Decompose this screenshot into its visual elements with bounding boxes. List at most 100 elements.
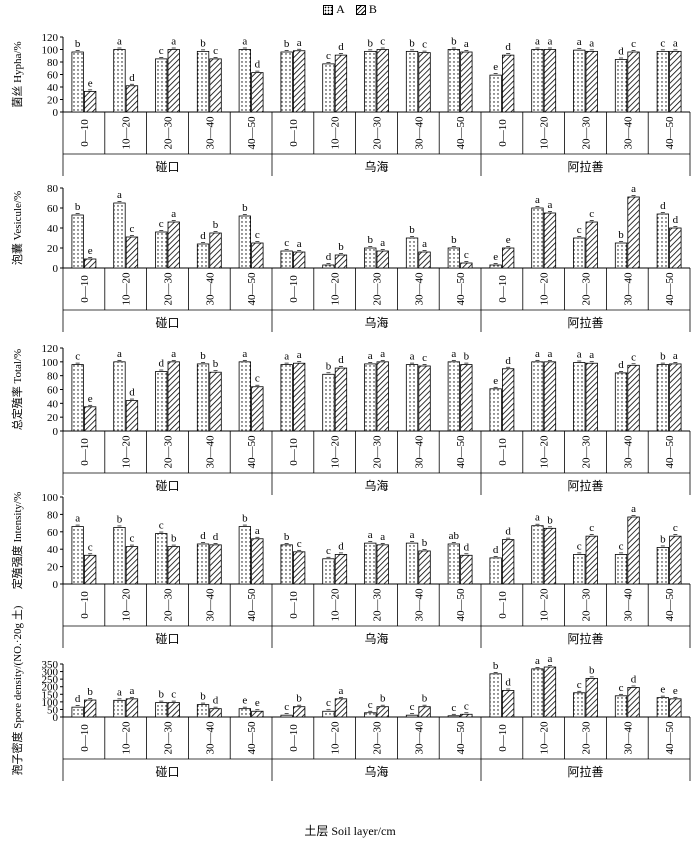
significance-letter: b (242, 202, 248, 214)
bar-series-a (113, 202, 126, 269)
bar-series-a (364, 542, 377, 585)
significance-letter: b (296, 693, 302, 705)
significance-letter: d (338, 41, 344, 53)
y-tick-label: 350 (42, 659, 59, 671)
y-tick-label: 120 (42, 32, 59, 44)
bar-series-a (71, 51, 84, 113)
y-tick-label: 40 (47, 544, 59, 556)
significance-letter: a (297, 238, 302, 250)
significance-letter: c (577, 224, 582, 236)
x-tick-label: 30—40 (413, 272, 425, 306)
significance-letter: a (368, 350, 373, 362)
y-tick-label: 50 (47, 704, 59, 716)
group-label: 碰口 (155, 632, 179, 646)
bar-series-b (627, 364, 640, 432)
x-tick-label: 30—40 (204, 588, 216, 622)
significance-letter: d (255, 59, 261, 71)
bar-series-a (447, 361, 461, 432)
bar-series-b (334, 254, 348, 269)
x-tick-label: 20—30 (163, 116, 175, 150)
legend: A B (0, 2, 700, 19)
significance-letter: b (200, 350, 206, 362)
x-tick-label: 0—10 (288, 724, 300, 752)
x-tick-label: 30—40 (413, 721, 425, 755)
significance-letter: a (242, 348, 247, 360)
significance-letter: a (535, 36, 540, 48)
significance-letter: c (464, 249, 469, 261)
y-axis-label: 孢子密度 Spore density/(NO.·20g 土) (10, 605, 24, 775)
significance-letter: c (451, 702, 456, 714)
significance-letter: a (171, 36, 176, 48)
significance-letter: b (338, 241, 344, 253)
x-tick-label: 0—10 (79, 119, 91, 147)
bar-series-a (531, 49, 544, 113)
x-tick-label: 40—50 (455, 588, 467, 622)
legend-label-a: A (336, 2, 345, 16)
x-tick-label: 40—50 (455, 435, 467, 469)
bar-series-b (209, 371, 222, 432)
x-tick-label: 10—20 (330, 435, 342, 469)
bar-series-b (501, 690, 515, 718)
x-tick-label: 30—40 (204, 721, 216, 755)
y-tick-label: 20 (47, 243, 59, 255)
y-tick-label: 20 (47, 562, 59, 574)
significance-letter: ab (449, 530, 460, 542)
significance-letter: a (297, 37, 302, 49)
bar-series-b (460, 364, 473, 432)
y-tick-label: 40 (47, 82, 59, 94)
significance-letter: c (380, 36, 385, 48)
y-tick-label: 40 (47, 223, 59, 235)
significance-letter: e (242, 695, 247, 707)
x-tick-label: 40—50 (664, 588, 676, 622)
x-tick-label: 10—20 (121, 116, 133, 150)
significance-letter: b (368, 37, 374, 49)
bar-series-b (460, 713, 473, 718)
x-tick-label: 40—50 (246, 435, 258, 469)
significance-letter: a (535, 194, 540, 206)
significance-letter: b (326, 360, 332, 372)
significance-letter: b (213, 358, 219, 370)
y-tick-label: 200 (42, 682, 59, 694)
y-axis-label: 总定殖率 Total/% (10, 349, 24, 430)
y-tick-label: 80 (47, 371, 59, 383)
bar-series-a (322, 373, 335, 432)
bar-series-a (531, 207, 544, 269)
bar-series-b (251, 242, 264, 269)
x-tick-label: 30—40 (413, 116, 425, 150)
bar-series-b (627, 687, 640, 718)
bar-series-a (656, 50, 669, 113)
bar-series-b (125, 698, 139, 718)
significance-letter: d (618, 46, 624, 58)
bar-series-a (155, 58, 168, 113)
x-tick-label: 0—10 (497, 119, 509, 147)
bar-series-b (376, 361, 389, 432)
bar-series-b (543, 361, 557, 432)
bar-series-b (669, 363, 682, 432)
bar-series-a (614, 242, 628, 269)
bar-series-a (71, 364, 84, 432)
significance-letter: c (660, 37, 665, 49)
significance-letter: a (673, 350, 678, 362)
significance-letter: d (326, 251, 332, 263)
bar-series-a (196, 243, 210, 269)
significance-letter: a (548, 36, 553, 48)
significance-letter: b (284, 531, 290, 543)
significance-letter: c (326, 697, 331, 709)
x-tick-label: 30—40 (413, 435, 425, 469)
bar-series-a (364, 712, 377, 718)
significance-letter: d (200, 230, 206, 242)
bar-series-b (669, 227, 682, 269)
x-tick-label: 0—10 (79, 438, 91, 466)
significance-letter: a (255, 525, 260, 537)
significance-letter: b (409, 37, 415, 49)
significance-letter: c (577, 679, 582, 691)
significance-letter: b (200, 691, 206, 703)
group-label: 阿拉善 (567, 315, 603, 330)
y-tick-label: 100 (42, 357, 59, 369)
y-tick-label: 100 (42, 45, 59, 57)
bar-series-a (280, 250, 293, 269)
significance-letter: c (589, 208, 594, 220)
bar-series-a (196, 50, 210, 113)
significance-letter: a (577, 349, 582, 361)
bar-series-b (209, 232, 222, 269)
